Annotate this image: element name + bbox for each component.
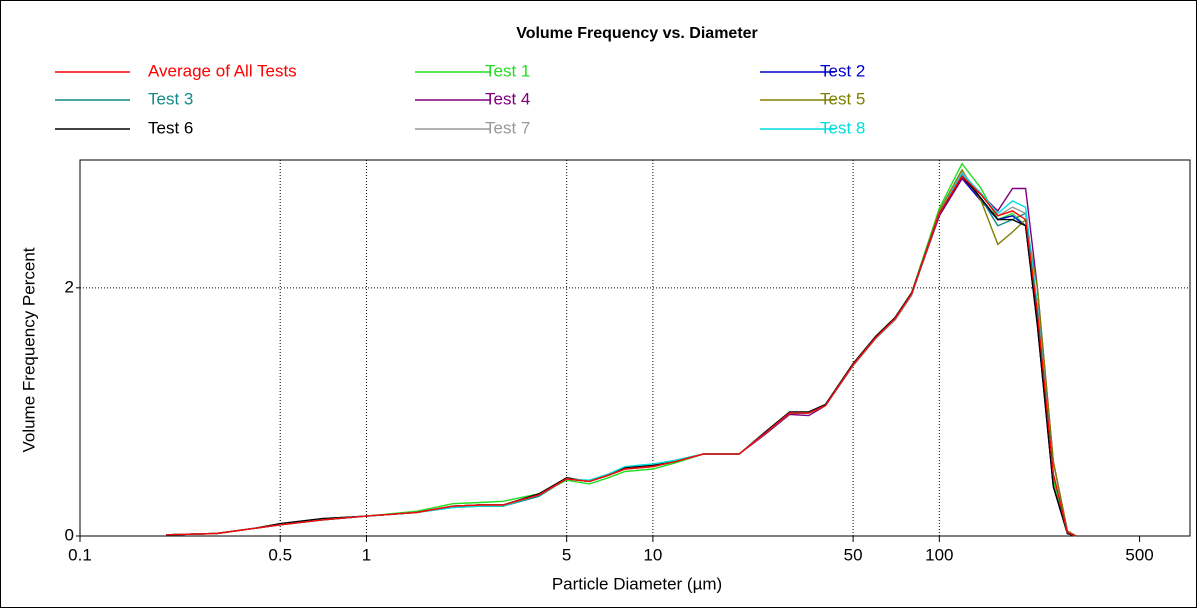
legend-label: Average of All Tests — [148, 61, 297, 80]
legend-label: Test 2 — [820, 61, 865, 80]
legend-label: Test 6 — [148, 118, 193, 137]
x-tick-label: 1 — [362, 545, 371, 564]
y-tick-label: 2 — [65, 277, 74, 296]
x-tick-label: 10 — [643, 545, 662, 564]
legend-label: Test 7 — [485, 118, 530, 137]
x-tick-label: 0.1 — [68, 545, 92, 564]
legend-label: Test 4 — [485, 89, 530, 108]
series-line — [166, 174, 1077, 537]
legend-label: Test 3 — [148, 89, 193, 108]
x-tick-label: 100 — [925, 545, 953, 564]
legend-label: Test 5 — [820, 89, 865, 108]
x-tick-label: 50 — [844, 545, 863, 564]
chart-title: Volume Frequency vs. Diameter — [516, 25, 758, 42]
legend-label: Test 1 — [485, 61, 530, 80]
y-tick-label: 0 — [65, 525, 74, 544]
y-axis-label: Volume Frequency Percent — [19, 247, 38, 452]
x-tick-label: 0.5 — [268, 545, 292, 564]
x-axis-label: Particle Diameter (µm) — [552, 574, 722, 593]
plot-area — [79, 159, 1191, 537]
legend-label: Test 8 — [820, 118, 865, 137]
x-tick-label: 5 — [562, 545, 571, 564]
x-tick-label: 500 — [1125, 545, 1153, 564]
